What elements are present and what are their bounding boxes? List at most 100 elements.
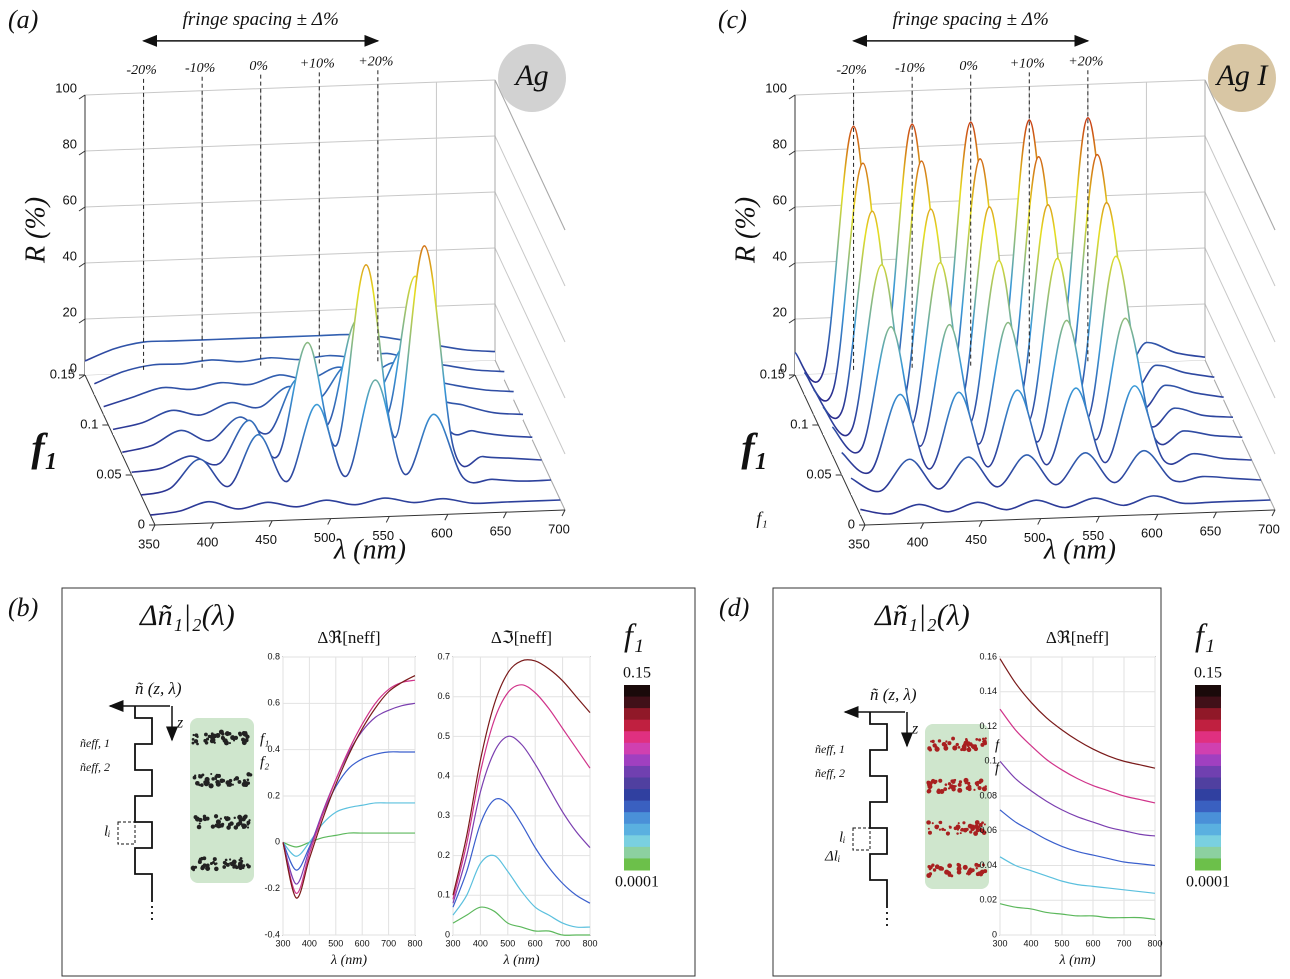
particle bbox=[934, 746, 940, 752]
layer-1-label: f₁ bbox=[260, 731, 269, 747]
x-tick-label: 500 bbox=[1054, 938, 1069, 948]
series-line bbox=[282, 751, 415, 871]
profile-label: ñ (z, λ) bbox=[135, 679, 182, 698]
x-tick-label: 600 bbox=[431, 526, 453, 541]
y-tick-label: 0 bbox=[445, 929, 450, 939]
particle bbox=[941, 741, 947, 747]
neff-2-label: ñeff, 2 bbox=[80, 760, 110, 774]
particle bbox=[195, 780, 200, 786]
particle bbox=[215, 773, 219, 777]
particle bbox=[926, 789, 931, 794]
particle bbox=[950, 779, 954, 783]
x-tick-label: 800 bbox=[582, 938, 597, 948]
particle bbox=[228, 742, 231, 745]
x-tick-label: 600 bbox=[528, 938, 543, 948]
reflectance-curve bbox=[140, 379, 552, 496]
x-tick-label: 700 bbox=[555, 938, 570, 948]
depth-tick-label: 0.15 bbox=[760, 366, 785, 381]
particle bbox=[214, 866, 219, 872]
depth-tick-label: 0.05 bbox=[806, 466, 831, 481]
fringe-label: -20% bbox=[836, 63, 866, 78]
colorbar-swatch bbox=[624, 835, 650, 848]
particle bbox=[242, 826, 245, 829]
particle bbox=[200, 866, 205, 871]
particle bbox=[976, 863, 981, 868]
particle bbox=[231, 783, 234, 786]
particle bbox=[936, 789, 942, 795]
series-line bbox=[452, 854, 591, 928]
colorbar-swatch bbox=[1195, 742, 1221, 755]
particle bbox=[944, 869, 950, 875]
tick-mark bbox=[788, 150, 796, 156]
particle bbox=[191, 738, 195, 741]
particle bbox=[243, 814, 248, 819]
particle bbox=[930, 779, 936, 784]
particle bbox=[943, 787, 948, 792]
tick-mark bbox=[920, 522, 925, 530]
particle bbox=[947, 863, 953, 869]
colorbar-swatch bbox=[1195, 754, 1221, 767]
grid-line bbox=[1204, 303, 1276, 455]
grid-line bbox=[494, 135, 566, 287]
x-tick-label: 550 bbox=[1082, 528, 1104, 543]
particle bbox=[947, 741, 952, 746]
colorbar-swatch bbox=[624, 719, 650, 732]
particle bbox=[927, 827, 930, 830]
particle bbox=[237, 863, 243, 868]
fringe-label: -20% bbox=[126, 63, 156, 78]
tick-mark bbox=[502, 511, 507, 519]
particle bbox=[198, 774, 203, 779]
y-tick-label: 0.2 bbox=[437, 850, 450, 860]
particle bbox=[205, 741, 209, 744]
y-axis-label: R (%) bbox=[20, 197, 51, 264]
particle bbox=[970, 744, 975, 749]
wall-edge bbox=[494, 79, 566, 511]
particle bbox=[976, 825, 981, 829]
colorbar-swatch bbox=[1195, 696, 1221, 709]
particle bbox=[246, 826, 250, 829]
grid-line bbox=[84, 247, 496, 264]
particle bbox=[210, 773, 213, 776]
particle bbox=[245, 863, 249, 867]
tick-mark bbox=[1037, 518, 1042, 525]
depth-tick-label: 0.15 bbox=[50, 366, 75, 381]
series-line bbox=[999, 760, 1156, 837]
particle bbox=[204, 732, 208, 737]
x-tick-label: 500 bbox=[500, 938, 515, 948]
colorbar-swatch bbox=[1195, 685, 1221, 698]
colorbar-swatch bbox=[624, 685, 650, 698]
fringe-label: +20% bbox=[1068, 55, 1103, 70]
series-line bbox=[999, 856, 1156, 894]
tick-mark bbox=[1095, 516, 1100, 523]
depth-tick-label: 0.1 bbox=[80, 416, 98, 431]
particle bbox=[213, 741, 216, 744]
tick-mark bbox=[78, 262, 86, 268]
particle bbox=[931, 822, 934, 825]
particle bbox=[983, 823, 986, 826]
colorbar-swatch bbox=[1195, 708, 1221, 721]
particle bbox=[960, 827, 965, 832]
particle bbox=[981, 786, 987, 792]
particle bbox=[973, 746, 979, 752]
grid-line bbox=[84, 191, 496, 208]
axis-line bbox=[864, 509, 1276, 526]
y-tick-label: 0.2 bbox=[267, 790, 280, 800]
y-tick-label: 20 bbox=[773, 304, 787, 319]
particle bbox=[246, 778, 250, 782]
x-tick-label: 450 bbox=[965, 532, 987, 547]
tick-mark bbox=[788, 206, 796, 212]
fringe-label: -10% bbox=[185, 61, 215, 76]
particle bbox=[926, 873, 932, 878]
particle bbox=[967, 823, 973, 829]
grid-line bbox=[794, 79, 1206, 96]
particle bbox=[962, 745, 966, 748]
curve-occluder bbox=[150, 498, 561, 515]
panel-frame bbox=[61, 587, 696, 977]
y-tick-label: 0.02 bbox=[979, 895, 997, 905]
y-axis-label: R (%) bbox=[730, 197, 761, 264]
z-label: z bbox=[176, 715, 184, 732]
colorbar-tick: 0.0001 bbox=[615, 874, 659, 891]
colorbar-swatch bbox=[624, 731, 650, 744]
particle bbox=[926, 780, 931, 785]
